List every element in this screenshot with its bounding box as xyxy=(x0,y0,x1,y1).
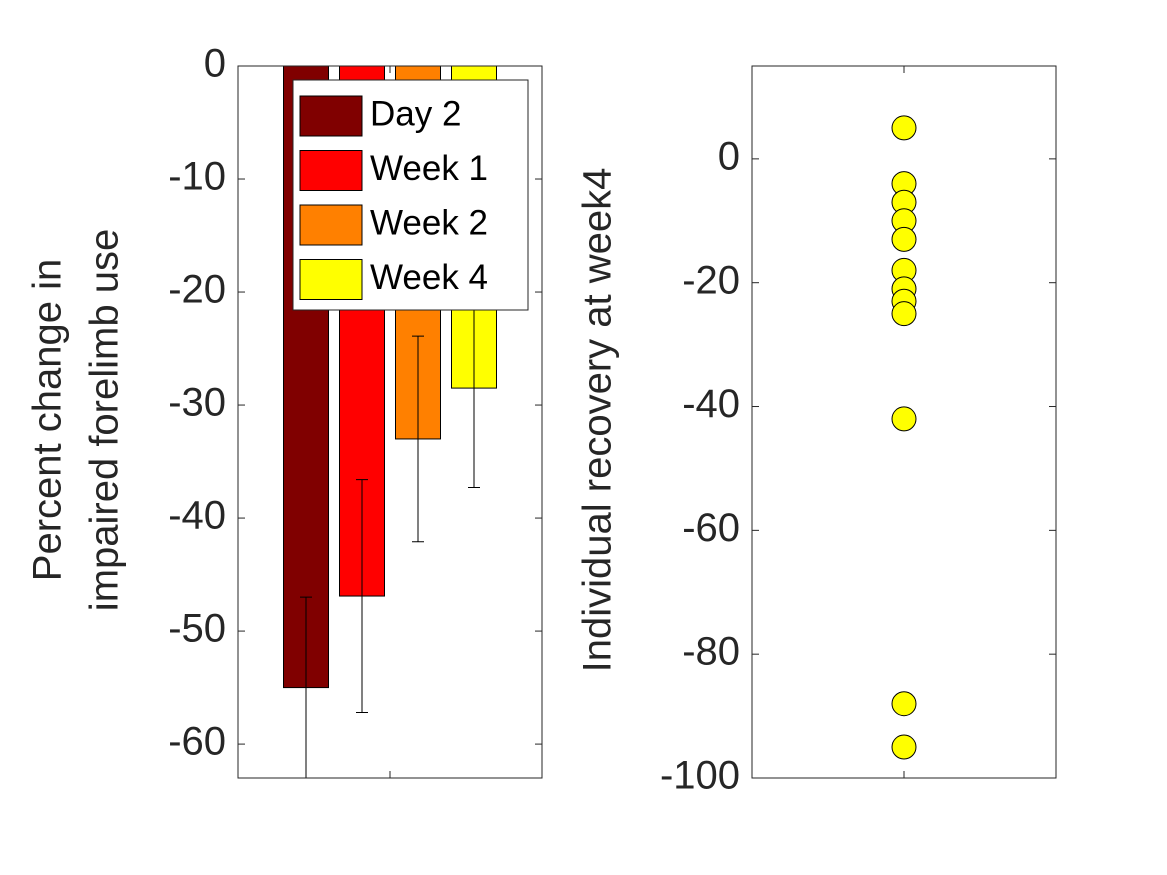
point xyxy=(891,115,917,141)
point xyxy=(891,691,917,717)
y-tick-label: -40 xyxy=(682,382,740,426)
legend-label: Week 1 xyxy=(370,149,488,188)
y-tick-label: -100 xyxy=(660,754,740,798)
error-bar xyxy=(412,335,424,543)
legend-label: Week 4 xyxy=(370,258,488,297)
y-tick-label: -10 xyxy=(168,155,226,199)
point xyxy=(891,734,917,760)
y-tick-label: -60 xyxy=(682,506,740,550)
y-tick-label: -20 xyxy=(682,258,740,302)
legend-label: Day 2 xyxy=(370,94,461,133)
axes-box xyxy=(237,65,543,779)
legend-label: Week 2 xyxy=(370,203,488,242)
y-tick-label: -20 xyxy=(168,268,226,312)
y-tick-label: -50 xyxy=(168,607,226,651)
y-tick-label: -40 xyxy=(168,494,226,538)
point xyxy=(891,406,917,432)
plot-content xyxy=(891,115,917,760)
error-bar xyxy=(356,479,368,713)
legend-swatch xyxy=(299,204,363,246)
y-tick-label: -60 xyxy=(168,720,226,764)
y-axis-label: impaired forelimb use xyxy=(83,229,127,611)
y-tick-label: -30 xyxy=(168,381,226,425)
y-axis-label: Percent change in xyxy=(26,259,70,581)
y-tick-label: -80 xyxy=(682,630,740,674)
axes-box xyxy=(751,65,1057,779)
error-bar xyxy=(300,596,312,778)
y-tick-label: 0 xyxy=(204,42,226,86)
point xyxy=(891,226,917,252)
legend-swatch xyxy=(299,150,363,191)
y-tick-label: 0 xyxy=(718,134,740,178)
legend-swatch xyxy=(299,95,363,137)
y-axis-label: Individual recovery at week4 xyxy=(576,168,620,673)
legend-swatch xyxy=(299,259,363,300)
point xyxy=(891,301,917,327)
